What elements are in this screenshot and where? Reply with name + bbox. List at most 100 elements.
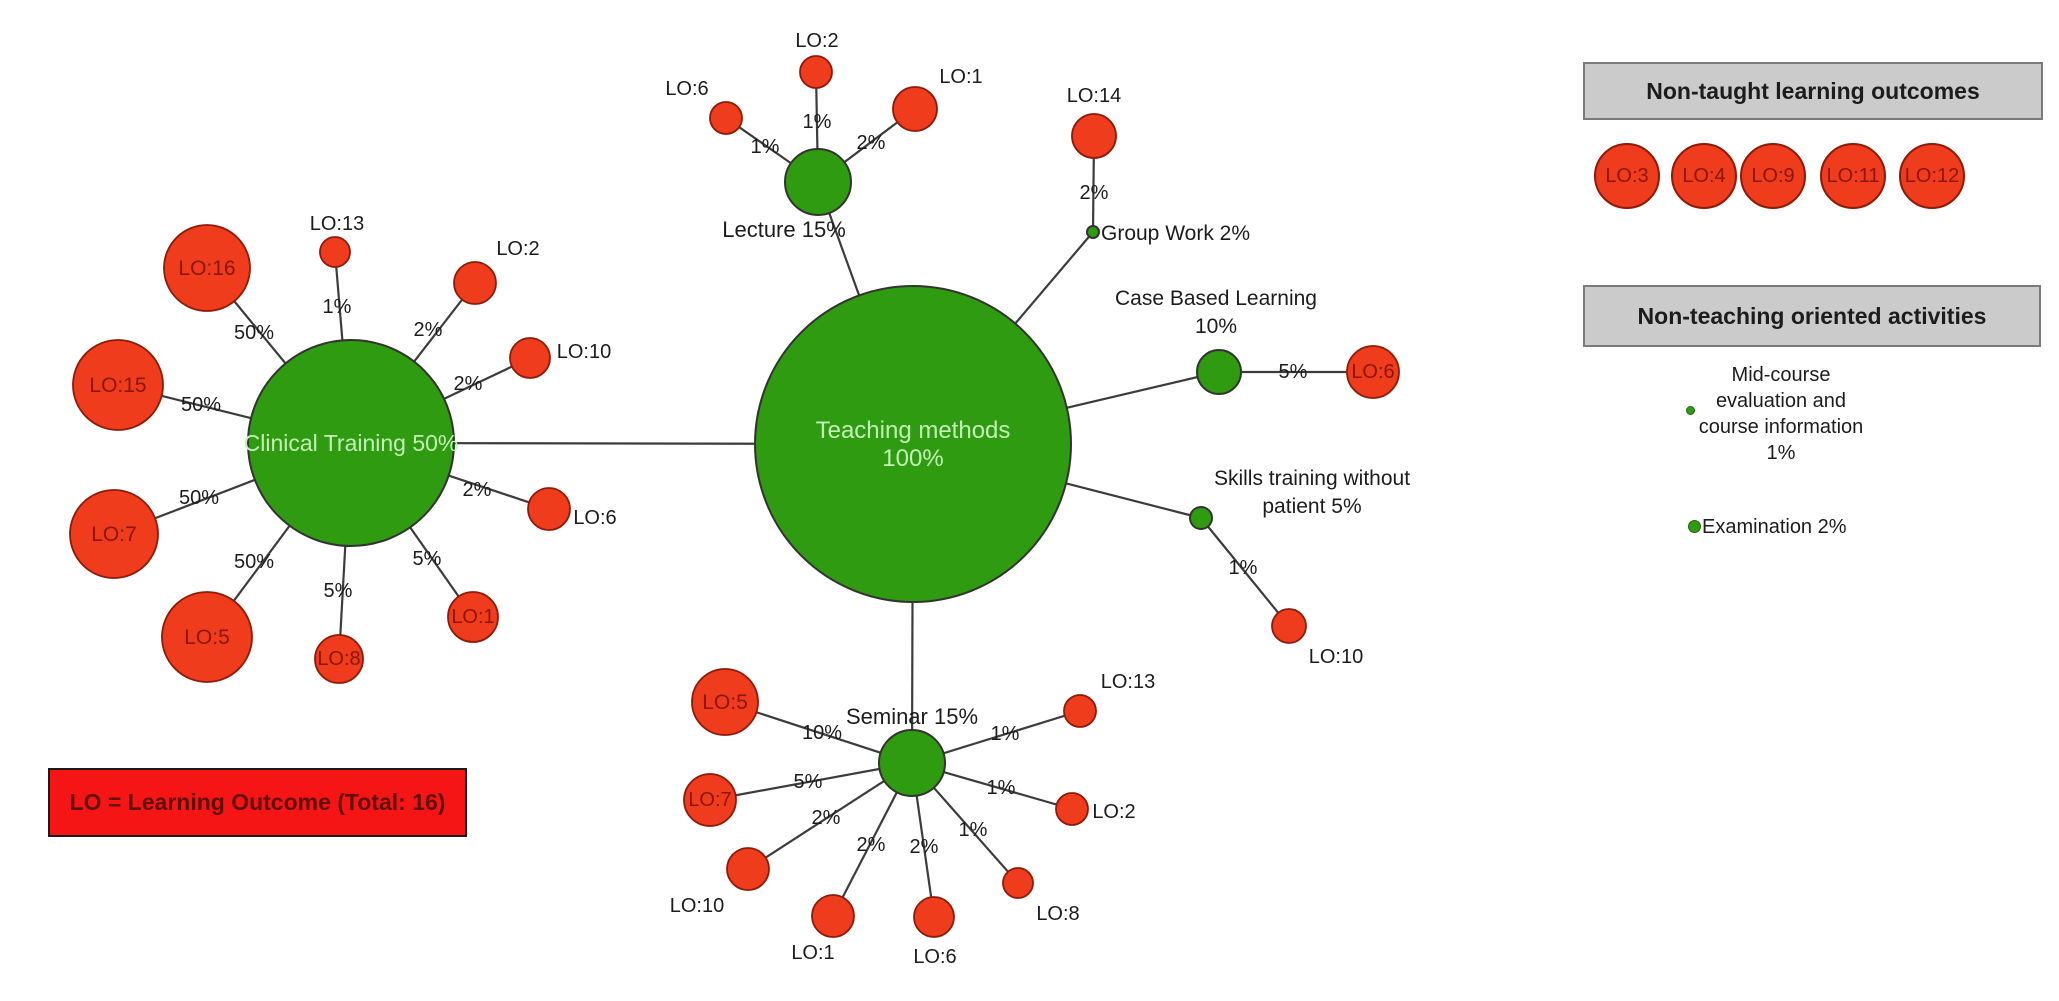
node-label-ct-lo16: LO:16	[178, 257, 235, 280]
node-label-skills-training: Skills training without patient 5%	[1214, 467, 1410, 518]
legend-non-taught-title-box: Non-taught learning outcomes	[1583, 62, 2043, 120]
edge-label-seminar--sem-lo5: 10%	[802, 722, 842, 744]
node-label-cbl-lo6: LO:6	[1351, 361, 1394, 383]
node-label-ct-lo1: LO:1	[451, 606, 494, 628]
node-label-seminar: Seminar 15%	[846, 704, 978, 729]
node-label-ct-lo13: LO:13	[310, 213, 364, 235]
node-ct-lo2	[453, 261, 497, 305]
midcourse-line4: 1%	[1766, 442, 1796, 464]
midcourse-line1: Mid-course	[1731, 364, 1831, 386]
node-label-case-based-learning: Case Based Learning 10%	[1115, 287, 1317, 338]
node-label-ct-lo10: LO:10	[557, 341, 611, 363]
node-label-lec-lo6: LO:6	[665, 78, 708, 100]
edge-label-clinical-training--ct-lo5: 50%	[234, 551, 274, 573]
edge-label-clinical-training--ct-lo10: 2%	[454, 373, 483, 395]
edge-label-case-based-learning--cbl-lo6: 5%	[1279, 361, 1308, 383]
node-sem-lo2	[1055, 792, 1089, 826]
legend-non-taught-title: Non-taught learning outcomes	[1646, 77, 1980, 104]
node-lec-lo2	[799, 55, 833, 89]
lo-definition-text: LO = Learning Outcome (Total: 16)	[69, 789, 446, 815]
node-sem-lo5	[691, 668, 759, 736]
node-gw-lo14	[1071, 113, 1117, 159]
node-cbl-lo6	[1346, 345, 1400, 399]
legend-lo3-node: LO:3	[1594, 143, 1660, 209]
node-label-group-work: Group Work 2%	[1101, 222, 1250, 245]
node-label-sem-lo10: LO:10	[670, 895, 724, 917]
node-lec-lo6	[709, 101, 743, 135]
node-label-sem-lo6: LO:6	[913, 946, 956, 968]
node-label-sem-lo5: LO:5	[702, 691, 748, 714]
legend-lo3-label: LO:3	[1605, 164, 1649, 187]
node-skills-training	[1189, 506, 1213, 530]
edge-label-group-work--gw-lo14: 2%	[1080, 182, 1109, 204]
node-ct-lo5	[161, 591, 253, 683]
node-label-sem-lo8: LO:8	[1036, 903, 1079, 925]
midcourse-dot-icon	[1686, 406, 1695, 415]
node-ct-lo13	[319, 236, 351, 268]
legend-non-teaching-title: Non-teaching oriented activities	[1637, 302, 1987, 329]
edge-label-seminar--sem-lo1: 2%	[857, 834, 886, 856]
node-label-ct-lo8: LO:8	[317, 648, 360, 670]
node-label-sk-lo10: LO:10	[1309, 646, 1363, 668]
node-ct-lo6	[527, 487, 571, 531]
node-ct-lo8	[314, 634, 364, 684]
midcourse-line2: evaluation and	[1715, 390, 1847, 412]
node-ct-lo16	[163, 224, 251, 312]
node-label-sem-lo1: LO:1	[791, 942, 834, 964]
node-label-teaching-methods: Teaching methods 100%	[816, 417, 1011, 472]
node-label-lec-lo1: LO:1	[939, 66, 982, 88]
node-sem-lo7	[683, 773, 737, 827]
edge-label-lecture--lec-lo6: 1%	[751, 136, 780, 158]
node-lecture	[784, 148, 852, 216]
edge-label-lecture--lec-lo2: 1%	[803, 111, 832, 133]
edge-label-clinical-training--ct-lo6: 2%	[463, 479, 492, 501]
edge-label-seminar--sem-lo8: 1%	[959, 819, 988, 841]
node-sem-lo13	[1063, 694, 1097, 728]
edge-label-seminar--sem-lo13: 1%	[991, 723, 1020, 745]
node-label-lecture: Lecture 15%	[722, 217, 846, 242]
node-ct-lo10	[509, 337, 551, 379]
midcourse-label: Mid-course evaluation and course informa…	[1661, 362, 1901, 466]
edge-skills-training--sk-lo10	[1200, 517, 1290, 627]
node-label-ct-lo6: LO:6	[573, 507, 616, 529]
legend-lo4-label: LO:4	[1682, 164, 1726, 187]
edge-label-clinical-training--ct-lo2: 2%	[414, 319, 443, 341]
edge-label-lecture--lec-lo1: 2%	[857, 132, 886, 154]
node-label-clinical-training: Clinical Training 50%	[244, 430, 459, 456]
node-ct-lo1	[447, 591, 499, 643]
node-label-lec-lo2: LO:2	[795, 30, 838, 52]
node-label-ct-lo5: LO:5	[184, 626, 230, 649]
node-label-gw-lo14: LO:14	[1067, 85, 1121, 107]
edge-label-seminar--sem-lo2: 1%	[987, 777, 1016, 799]
node-teaching-methods	[754, 285, 1072, 603]
edge-label-clinical-training--ct-lo15: 50%	[181, 394, 221, 416]
edge-seminar--sem-lo7	[709, 761, 913, 802]
legend-lo12-label: LO:12	[1904, 164, 1960, 187]
lo-definition-box: LO = Learning Outcome (Total: 16)	[48, 768, 467, 837]
legend-lo11-node: LO:11	[1820, 143, 1886, 209]
node-sem-lo10	[726, 847, 770, 891]
node-label-ct-lo2: LO:2	[496, 238, 539, 260]
node-case-based-learning	[1196, 349, 1242, 395]
node-label-sem-lo7: LO:7	[688, 789, 731, 811]
node-clinical-training	[247, 339, 455, 547]
legend-lo11-label: LO:11	[1826, 164, 1880, 187]
node-label-ct-lo15: LO:15	[89, 374, 146, 397]
node-ct-lo7	[69, 489, 159, 579]
node-label-sem-lo13: LO:13	[1101, 671, 1155, 693]
node-sk-lo10	[1271, 608, 1307, 644]
node-group-work	[1086, 225, 1100, 239]
node-sem-lo8	[1002, 867, 1034, 899]
node-label-ct-lo7: LO:7	[91, 523, 137, 546]
node-lec-lo1	[892, 86, 938, 132]
midcourse-line3: course information	[1698, 416, 1864, 438]
legend-lo9-label: LO:9	[1751, 164, 1795, 187]
edge-label-clinical-training--ct-lo13: 1%	[323, 296, 352, 318]
node-sem-lo1	[811, 894, 855, 938]
examination-dot-icon	[1688, 520, 1701, 533]
node-sem-lo6	[913, 896, 955, 938]
edge-label-skills-training--sk-lo10: 1%	[1229, 557, 1258, 579]
examination-label: Examination 2%	[1702, 516, 1847, 538]
legend-lo4-node: LO:4	[1671, 143, 1737, 209]
